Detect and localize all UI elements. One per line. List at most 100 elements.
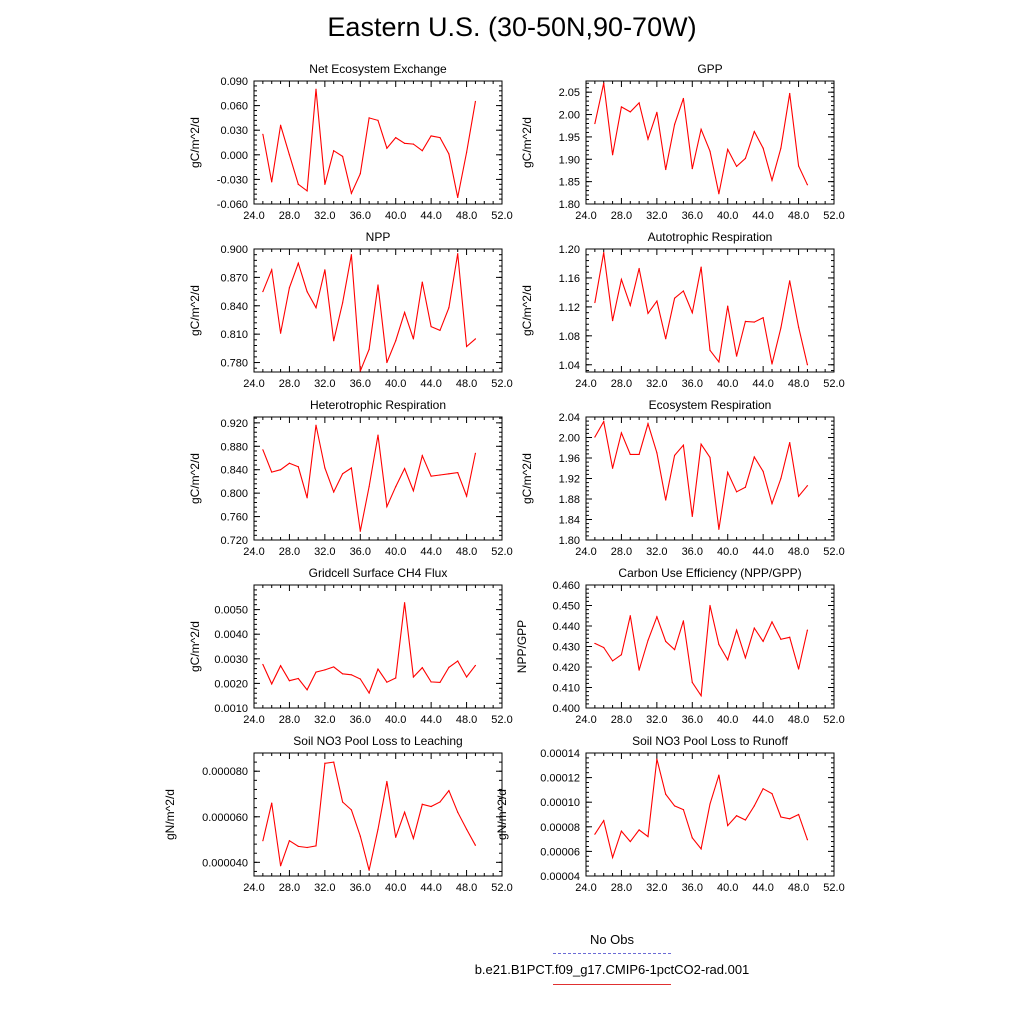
data-point	[386, 681, 388, 683]
x-tick-label: 44.0	[420, 714, 441, 726]
y-tick-label: 1.92	[559, 474, 580, 486]
data-point	[465, 828, 468, 830]
data-point	[753, 456, 755, 458]
data-point	[474, 338, 477, 340]
y-tick-label: 0.090	[220, 76, 248, 88]
x-tick-label: 40.0	[717, 378, 738, 390]
x-tick-label: 52.0	[491, 882, 512, 894]
data-point	[789, 636, 791, 638]
data-point	[412, 143, 415, 145]
x-tick-label: 36.0	[350, 378, 371, 390]
y-tick-label: 0.00008	[540, 822, 580, 834]
data-point	[735, 491, 738, 493]
y-tick-label: 0.000040	[202, 857, 248, 869]
x-tick-label: 52.0	[491, 378, 512, 390]
data-point	[771, 792, 773, 795]
data-point	[359, 370, 361, 372]
data-point	[806, 839, 809, 841]
legend-obs-line	[553, 953, 671, 954]
data-point	[315, 671, 317, 673]
chart-panel-3: NPP gC/m^2/d 24.0 28.0 32.0 36.0 40.0 44.0 48.0 5…	[188, 230, 513, 390]
y-axis-label: NPP/GPP	[515, 620, 529, 673]
data-point	[386, 506, 388, 508]
data-point	[656, 111, 658, 113]
data-point	[421, 281, 423, 283]
chart-title: Ecosystem Respiration	[649, 398, 772, 412]
data-point	[700, 128, 702, 130]
data-point	[448, 789, 450, 792]
data-point	[279, 124, 282, 126]
data-point	[439, 801, 441, 803]
data-point	[324, 467, 326, 469]
data-point	[288, 840, 291, 842]
data-point	[744, 819, 747, 821]
data-point	[682, 620, 685, 622]
data-point	[611, 856, 614, 859]
legend-model-label: b.e21.B1PCT.f09_g17.CMIP6-1pctCO2-rad.00…	[474, 962, 750, 977]
data-point	[665, 640, 667, 642]
plot-frame	[253, 80, 503, 205]
data-point	[656, 616, 658, 618]
data-point	[377, 119, 379, 121]
x-tick-label: 28.0	[279, 882, 300, 894]
series-line	[594, 605, 808, 698]
data-point	[395, 136, 397, 139]
y-tick-label: 0.0050	[214, 605, 248, 617]
x-tick-label: 32.0	[646, 546, 667, 558]
data-point	[297, 845, 299, 847]
y-tick-label: 1.12	[559, 302, 580, 314]
x-tick-label: 28.0	[611, 546, 632, 558]
y-tick-label: 0.00006	[540, 846, 580, 858]
data-point	[638, 453, 640, 456]
x-tick-label: 32.0	[646, 378, 667, 390]
series-line	[594, 83, 808, 194]
x-tick-label: 52.0	[823, 378, 844, 390]
data-point	[439, 681, 441, 684]
y-tick-label: 0.0020	[214, 678, 248, 690]
x-tick-label: 48.0	[788, 546, 809, 558]
data-point	[665, 793, 667, 795]
x-tick-label: 24.0	[243, 378, 264, 390]
data-point	[797, 668, 800, 670]
data-point	[297, 677, 299, 680]
x-tick-label: 28.0	[611, 882, 632, 894]
data-point	[603, 82, 605, 84]
chart-title: Autotrophic Respiration	[648, 230, 773, 244]
data-point	[430, 325, 432, 328]
series-line	[262, 89, 476, 198]
x-tick-label: 48.0	[456, 882, 477, 894]
y-tick-label: 2.04	[559, 412, 580, 424]
x-tick-label: 28.0	[611, 378, 632, 390]
data-point	[753, 805, 755, 807]
data-point	[324, 269, 326, 271]
data-point	[333, 761, 335, 763]
data-point	[620, 432, 623, 434]
plot-frame	[253, 248, 503, 373]
data-point	[271, 802, 273, 804]
data-point	[771, 621, 773, 623]
data-point	[288, 680, 291, 682]
data-point	[753, 627, 755, 629]
data-point	[297, 466, 299, 468]
x-tick-label: 28.0	[279, 546, 300, 558]
data-point	[350, 254, 353, 256]
y-tick-label: 0.0040	[214, 629, 248, 641]
data-point	[448, 153, 450, 155]
x-tick-label: 40.0	[385, 714, 406, 726]
data-point	[629, 840, 631, 843]
data-point	[368, 869, 370, 871]
data-point	[465, 345, 468, 348]
data-point	[709, 803, 711, 805]
series-line	[262, 425, 476, 532]
data-point	[789, 92, 791, 95]
data-point	[421, 667, 423, 669]
data-point	[279, 865, 282, 867]
y-tick-label: 0.780	[220, 358, 248, 370]
y-tick-label: 0.800	[220, 488, 248, 500]
data-point	[377, 434, 379, 436]
data-point	[474, 100, 477, 103]
y-tick-label: 1.08	[559, 331, 580, 343]
chart-panel-1: Net Ecosystem Exchange gC/m^2/d 24.0 28.0 32…	[188, 62, 513, 222]
data-point	[709, 604, 711, 607]
data-point	[611, 154, 614, 156]
